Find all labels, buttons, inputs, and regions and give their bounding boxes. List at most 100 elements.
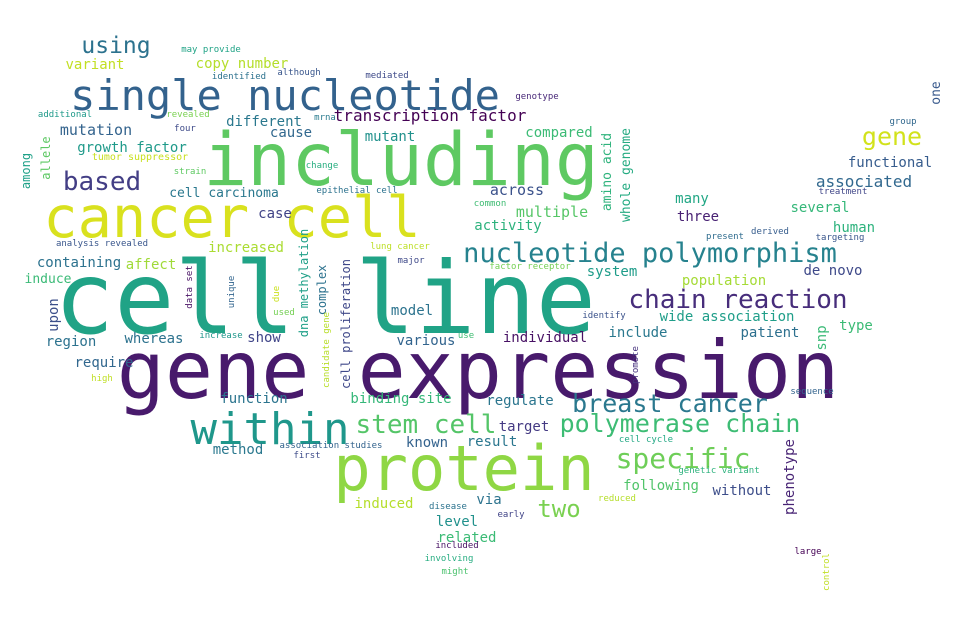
- cloud-word: phenotype: [782, 439, 798, 515]
- cloud-word: may provide: [181, 45, 241, 55]
- cloud-word: promote: [631, 346, 641, 384]
- cloud-word: unique: [227, 276, 237, 309]
- cloud-word: upon: [46, 298, 62, 332]
- cloud-word: using: [81, 33, 150, 59]
- cloud-word: among: [19, 153, 33, 189]
- cloud-word: via: [476, 492, 501, 508]
- cloud-word: without: [712, 483, 771, 499]
- cloud-word: level: [436, 514, 478, 530]
- cloud-word: associated: [816, 172, 912, 191]
- cloud-word: one: [929, 81, 944, 105]
- cloud-word: functional: [848, 155, 932, 171]
- cloud-word: system: [587, 264, 638, 280]
- cloud-word: analysis revealed: [56, 239, 148, 249]
- cloud-word: target: [499, 419, 550, 435]
- cloud-word: revealed: [166, 110, 209, 120]
- cloud-word: allele: [39, 136, 53, 179]
- cloud-word: activity: [474, 218, 541, 234]
- cloud-word: lung cancer: [370, 242, 430, 252]
- cloud-word: following: [623, 478, 699, 494]
- cloud-word: cancer cell: [43, 185, 421, 251]
- cloud-word: several: [790, 200, 849, 216]
- cloud-word: amino acid: [600, 133, 615, 211]
- cloud-word: related: [437, 530, 496, 546]
- cloud-word: model: [391, 303, 433, 319]
- cloud-word: gene: [862, 122, 922, 151]
- cloud-word: first: [293, 451, 320, 461]
- cloud-word: sequence: [790, 387, 833, 397]
- cloud-word: gene expression: [117, 324, 839, 417]
- cloud-word: region: [46, 334, 97, 350]
- cloud-word: nucleotide polymorphism: [463, 238, 837, 269]
- cloud-word: present: [706, 232, 744, 242]
- cloud-word: identified: [212, 72, 266, 82]
- cloud-word: de novo: [803, 263, 862, 279]
- cloud-word: early: [497, 510, 525, 520]
- cloud-word: cell proliferation: [339, 259, 353, 389]
- cloud-word: mutant: [365, 129, 416, 145]
- cloud-word: transcription factor: [334, 106, 527, 125]
- cloud-word: association studies: [280, 441, 383, 451]
- cloud-word: major: [397, 256, 425, 266]
- cloud-word: method: [213, 442, 264, 458]
- cloud-word: chain reaction: [628, 285, 847, 315]
- cloud-word: whereas: [124, 331, 183, 347]
- cloud-word: large: [794, 547, 821, 557]
- cloud-word: snp: [814, 325, 830, 350]
- cloud-word: including: [203, 118, 599, 203]
- cloud-word: compared: [525, 125, 592, 141]
- cloud-word: patient: [740, 325, 799, 341]
- cloud-word: individual: [503, 330, 587, 346]
- cloud-word: four: [174, 124, 196, 134]
- cloud-word: dna methylation: [297, 229, 311, 337]
- cloud-word: affect: [126, 257, 177, 273]
- cloud-word: specific: [616, 442, 751, 475]
- cloud-word: show: [247, 330, 281, 346]
- cloud-word: identify: [582, 311, 626, 321]
- cloud-word: cell carcinoma: [169, 186, 279, 201]
- cloud-word: disease: [429, 502, 467, 512]
- cloud-word: group: [889, 117, 916, 127]
- cloud-word: strain: [174, 167, 207, 177]
- cloud-word: although: [277, 68, 320, 78]
- cloud-word: based: [63, 167, 141, 197]
- cloud-word: various: [396, 333, 455, 349]
- cloud-word: mediated: [365, 71, 408, 81]
- cloud-word: induced: [354, 496, 413, 512]
- cloud-word: increase: [199, 331, 242, 341]
- cloud-word: complex: [315, 265, 329, 316]
- cloud-word: different: [226, 114, 302, 130]
- cloud-word: two: [537, 495, 580, 523]
- cloud-word: multiple: [516, 203, 588, 221]
- cloud-word: cell line: [54, 240, 596, 357]
- cloud-word: result: [467, 434, 518, 450]
- cloud-word: cause: [270, 125, 312, 141]
- cloud-word: mutation: [60, 121, 132, 139]
- cloud-word: increased: [208, 240, 284, 256]
- cloud-word: derived: [751, 227, 789, 237]
- cloud-word: treatment: [819, 187, 868, 197]
- cloud-word: containing: [37, 255, 121, 271]
- cloud-word: across: [490, 181, 544, 199]
- cloud-word: induce: [25, 272, 72, 287]
- cloud-word: common: [474, 199, 507, 209]
- cloud-word: growth factor: [77, 140, 187, 156]
- cloud-word: population: [682, 273, 766, 289]
- cloud-word: genetic variant: [678, 466, 759, 476]
- cloud-word: reduced: [598, 494, 636, 504]
- cloud-word: data set: [185, 265, 195, 308]
- cloud-word: case: [258, 206, 292, 222]
- cloud-word: human: [833, 220, 875, 236]
- cloud-word: variant: [65, 57, 124, 73]
- cloud-word: control: [822, 553, 832, 591]
- cloud-word: use: [458, 331, 474, 341]
- cloud-word: genotype: [515, 92, 558, 102]
- cloud-word: breast cancer: [572, 389, 768, 418]
- cloud-word: three: [677, 209, 719, 225]
- cloud-word: polymerase chain: [560, 409, 801, 438]
- cloud-word: single nucleotide: [70, 71, 500, 120]
- cloud-word: targeting: [816, 233, 865, 243]
- cloud-word: wide association: [660, 309, 795, 325]
- cloud-word: whole genome: [619, 128, 634, 222]
